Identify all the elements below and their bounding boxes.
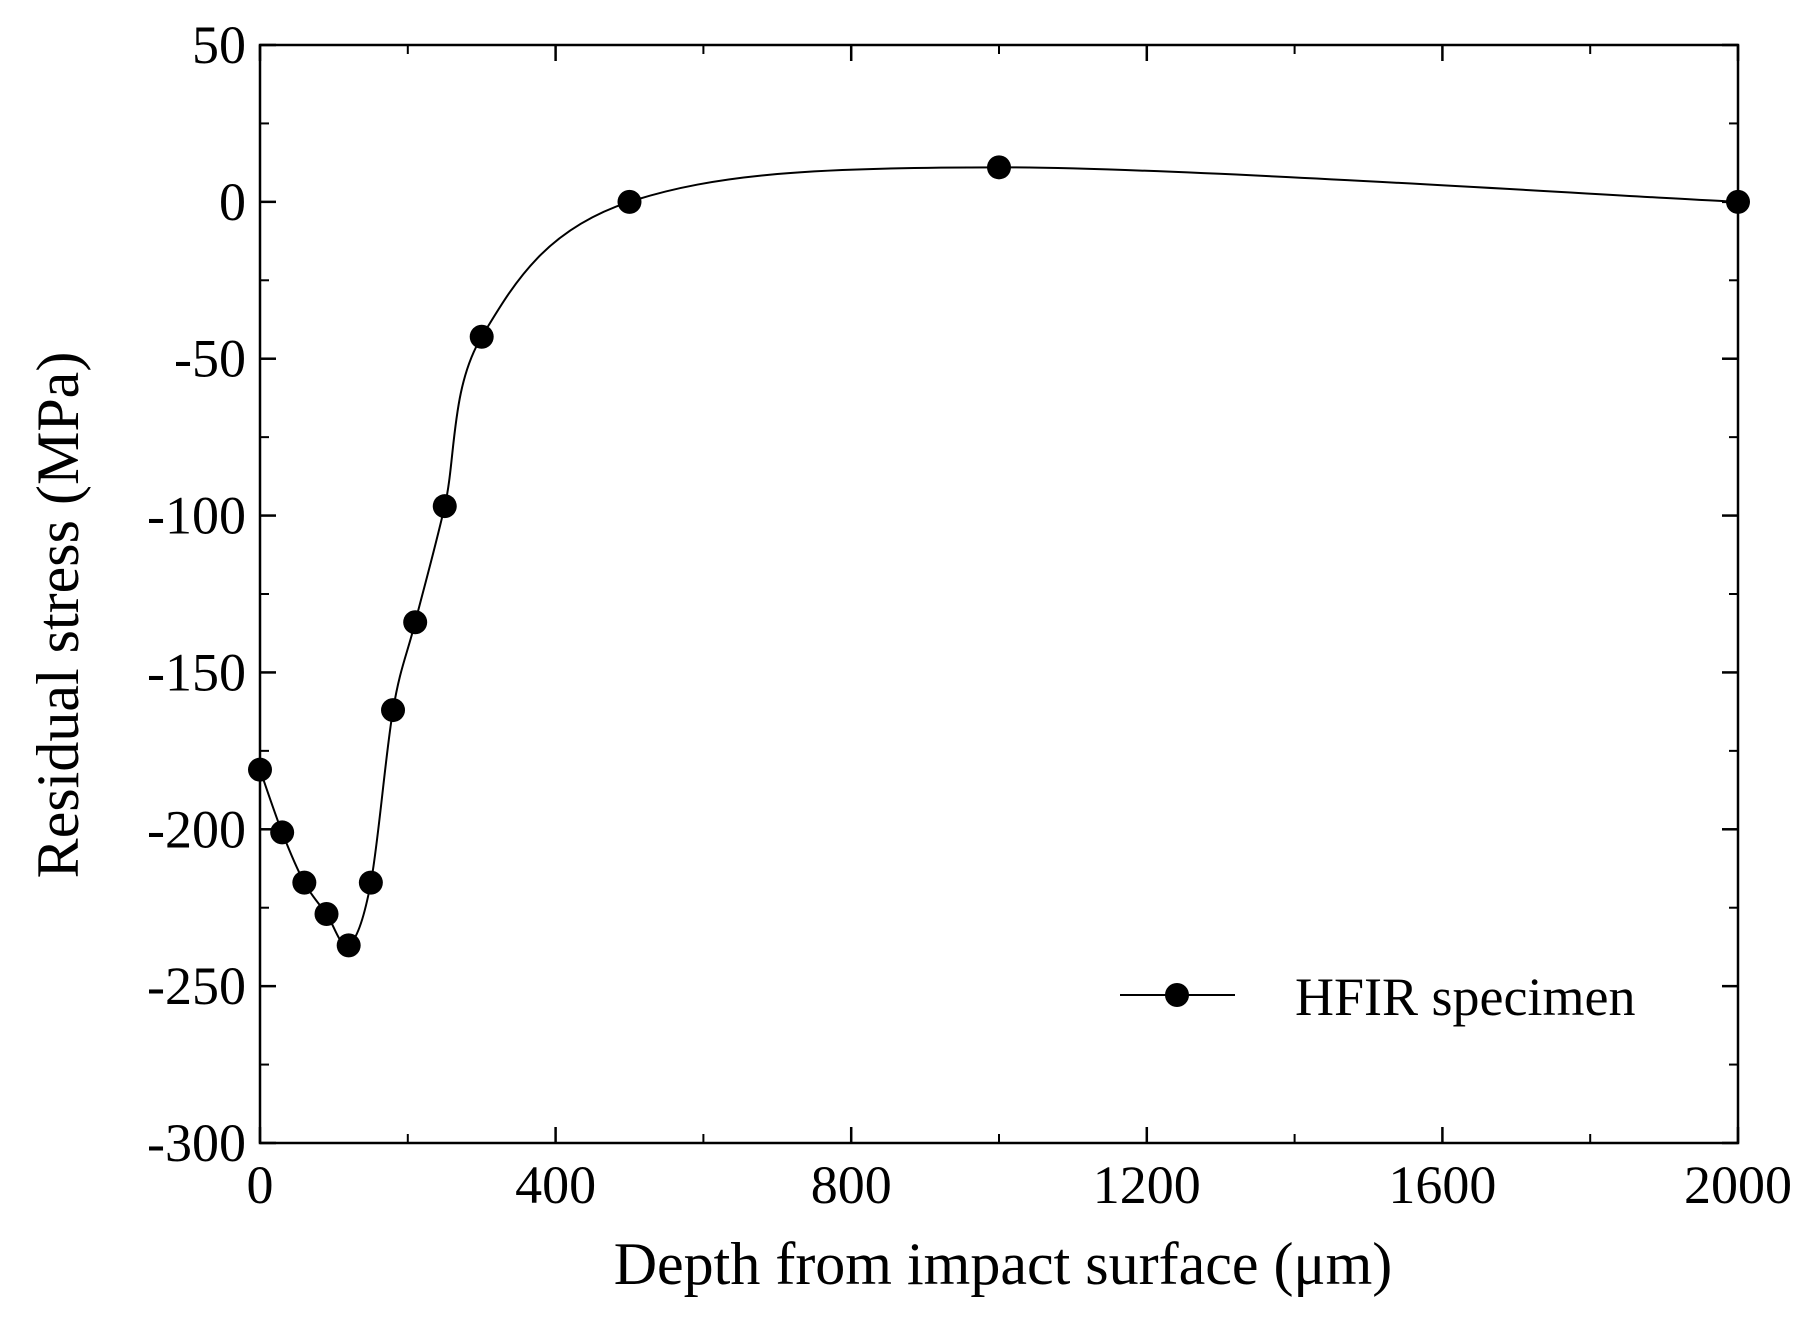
x-tick-label: 400	[515, 1155, 596, 1215]
data-point	[381, 698, 406, 723]
data-point	[358, 870, 383, 895]
y-axis-title: Residual stress (MPa)	[25, 352, 91, 879]
legend-label: HFIR specimen	[1295, 967, 1635, 1027]
data-point	[403, 610, 428, 635]
y-tick-label: -200	[147, 799, 246, 859]
data-point	[469, 324, 494, 349]
axes	[258, 43, 1740, 1145]
y-tick-label: 0	[219, 172, 246, 232]
y-tick-label: -50	[174, 329, 246, 389]
data-point	[270, 820, 295, 845]
y-tick-label: -100	[147, 486, 246, 546]
data-point	[292, 870, 317, 895]
y-tick-label: -150	[147, 642, 246, 702]
data-point	[432, 494, 457, 519]
series-line	[259, 166, 1739, 947]
data-point	[336, 933, 361, 958]
tick-labels: 0 400 800 1200 1600 2000 50 0 -50 -100 -150 -200 -25…	[147, 15, 1792, 1215]
data-point	[314, 901, 339, 926]
y-tick-label: -250	[147, 956, 246, 1016]
data-point	[617, 189, 642, 214]
x-tick-label: 2000	[1684, 1155, 1792, 1215]
legend: HFIR specimen	[1120, 967, 1635, 1027]
x-tick-label: 800	[811, 1155, 892, 1215]
y-tick-label: -300	[147, 1113, 246, 1173]
x-tick-label: 1600	[1388, 1155, 1496, 1215]
y-tick-label: 50	[192, 15, 246, 75]
x-tick-label: 1200	[1093, 1155, 1201, 1215]
data-point	[987, 155, 1011, 180]
legend-marker	[1165, 983, 1189, 1007]
x-tick-label: 0	[247, 1155, 274, 1215]
plot-area	[248, 155, 1750, 958]
x-axis-title: Depth from impact surface (μm)	[614, 1231, 1393, 1297]
